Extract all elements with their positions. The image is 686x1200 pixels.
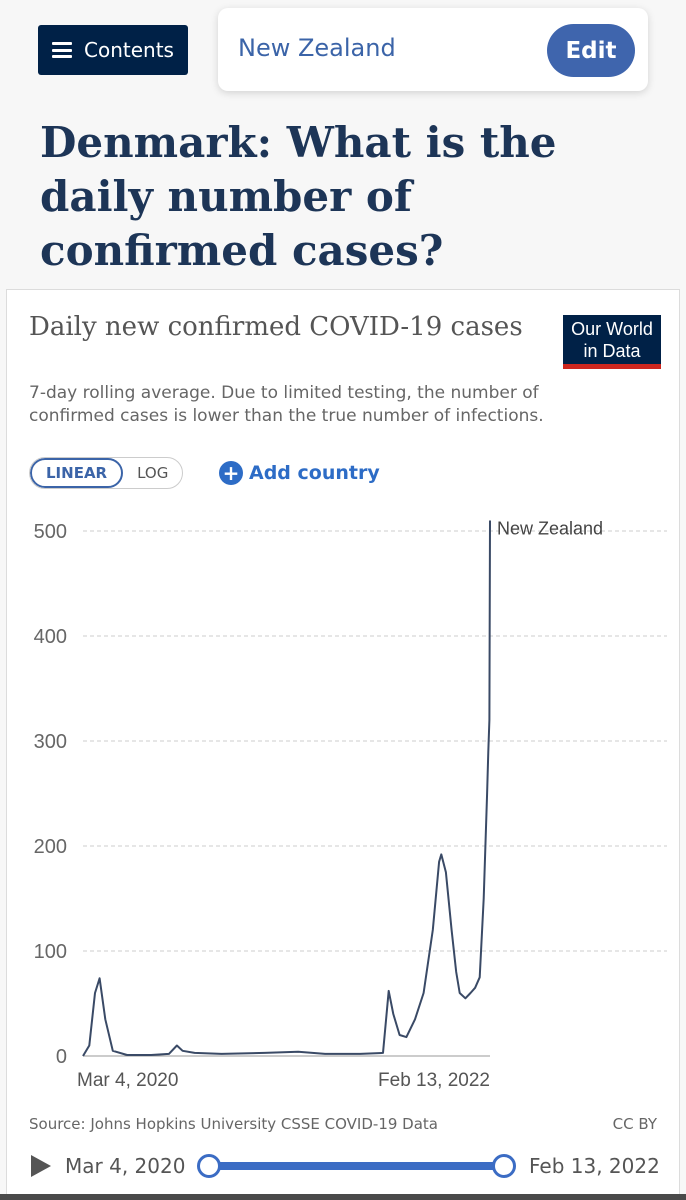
timeline-end-label: Feb 13, 2022 [529,1154,660,1178]
timeline-end-handle[interactable] [492,1154,516,1178]
timeline-start-handle[interactable] [197,1154,221,1178]
chart-card: Daily new confirmed COVID-19 cases Our W… [6,289,680,1200]
timeline-slider: Mar 4, 2020 Feb 13, 2022 [29,1150,669,1182]
y-tick-label: 0 [56,1046,67,1068]
chart-title: Daily new confirmed COVID-19 cases [29,312,523,342]
plus-icon: + [219,461,243,485]
chart-subtitle: 7-day rolling average. Due to limited te… [29,383,544,426]
scale-log-button[interactable]: LOG [137,464,169,482]
page-title-bold: daily [40,172,153,221]
license-label[interactable]: CC BY [612,1115,657,1133]
y-tick-label: 300 [34,731,67,753]
logo-line-1: Our World [571,319,653,339]
series-line-new-zealand [82,520,491,1057]
x-tick-label: Feb 13, 2022 [378,1070,490,1091]
edit-button[interactable]: Edit [547,24,635,77]
y-tick-label: 500 [34,521,67,543]
add-country-label: Add country [249,462,380,484]
line-chart: 0 100 200 300 400 500 Mar 4, 2020 Feb 13, 2022 N… [34,519,667,1091]
y-tick-label: 400 [34,626,67,648]
page-title-suffix: number of confirmed cases? [40,172,444,275]
scale-toggle: LINEAR LOG [29,457,184,489]
x-tick-label: Mar 4, 2020 [77,1070,178,1091]
source-note[interactable]: Source: Johns Hopkins University CSSE CO… [29,1115,438,1133]
play-icon[interactable] [31,1155,51,1177]
y-tick-label: 200 [34,836,67,858]
page-title-prefix: Denmark: What is the [40,118,557,167]
add-country-button[interactable]: + Add country [219,457,380,489]
page-title: Denmark: What is the daily number of con… [40,116,660,278]
timeline-start-label: Mar 4, 2020 [65,1154,186,1178]
owid-logo[interactable]: Our World in Data [563,315,661,369]
series-label-new-zealand: New Zealand [497,519,603,539]
scale-linear-button[interactable]: LINEAR [30,458,124,488]
bottom-edge-bar [0,1194,686,1200]
contents-label: Contents [84,38,174,62]
logo-line-2: in Data [583,341,641,361]
hamburger-icon [52,42,72,58]
contents-button[interactable]: Contents [38,25,188,75]
country-selector-card: New Zealand Edit [218,8,648,91]
timeline-track[interactable] [209,1162,505,1170]
y-tick-label: 100 [34,941,67,963]
selected-country[interactable]: New Zealand [238,34,396,62]
